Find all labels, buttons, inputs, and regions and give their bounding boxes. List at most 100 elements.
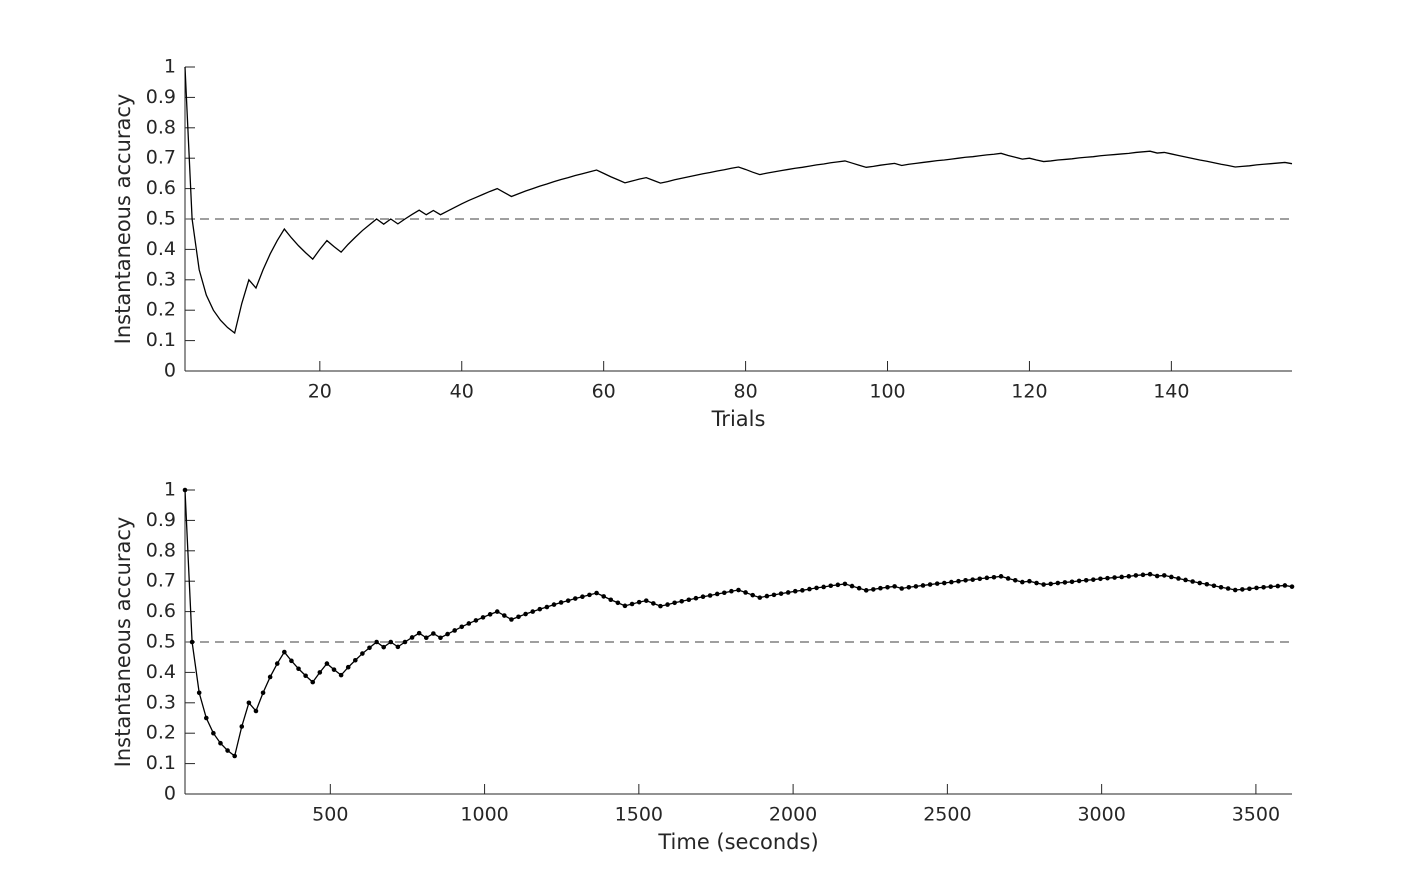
y-axis-label: Instantaneous accuracy (111, 517, 135, 768)
data-point (218, 740, 223, 746)
data-point (686, 597, 692, 603)
data-point (679, 598, 685, 604)
data-point (1012, 577, 1018, 583)
data-point (835, 582, 841, 588)
data-point (1211, 583, 1217, 589)
x-tick-label: 1500 (615, 804, 663, 826)
data-point (1062, 580, 1068, 585)
data-point (729, 588, 734, 594)
x-tick-label: 80 (734, 381, 758, 403)
data-point (267, 674, 273, 680)
data-point (282, 649, 287, 655)
data-point (906, 584, 912, 590)
data-point (970, 577, 975, 582)
data-point (736, 587, 741, 593)
data-point (1183, 577, 1188, 583)
data-point (899, 586, 905, 591)
y-tick-label: 0.5 (146, 208, 176, 230)
data-point (778, 591, 784, 596)
data-point (374, 639, 379, 645)
data-point (317, 670, 323, 675)
data-point (693, 595, 699, 601)
data-point (1083, 577, 1089, 583)
y-tick-label: 0.7 (146, 147, 176, 169)
data-point (927, 582, 933, 587)
data-point (416, 630, 422, 636)
data-point (239, 724, 245, 729)
x-tick-label: 120 (1011, 381, 1047, 403)
data-point (622, 603, 628, 609)
data-point (665, 602, 670, 607)
data-point (530, 609, 536, 614)
data-point (1261, 584, 1266, 590)
data-point (821, 584, 826, 590)
data-point (800, 588, 805, 593)
data-point (998, 574, 1004, 579)
data-point (289, 658, 294, 664)
data-point (331, 667, 337, 672)
data-point (913, 584, 919, 589)
data-point (1041, 582, 1046, 587)
data-point (1005, 576, 1011, 581)
data-point (466, 621, 472, 626)
data-point (516, 614, 521, 620)
y-tick-label: 0.8 (146, 539, 176, 561)
y-tick-label: 0.9 (146, 509, 176, 531)
data-point (253, 708, 259, 714)
data-point (629, 601, 635, 607)
data-point (572, 596, 578, 601)
data-point (211, 730, 216, 736)
data-point (920, 583, 926, 588)
data-point (338, 672, 344, 678)
data-point (246, 700, 252, 706)
data-point (324, 661, 330, 666)
data-point (1204, 581, 1210, 587)
data-point (792, 588, 798, 594)
data-point (196, 690, 202, 696)
data-point (409, 635, 415, 640)
data-point (523, 611, 528, 617)
data-point (707, 593, 713, 598)
data-point (956, 578, 961, 584)
y-tick-label: 0 (164, 783, 176, 805)
data-point (643, 598, 649, 603)
data-point (189, 639, 195, 645)
data-point (1091, 577, 1096, 582)
data-point (473, 618, 479, 623)
data-point (885, 584, 890, 590)
x-tick-label: 1000 (460, 804, 508, 826)
data-point (203, 715, 209, 721)
y-tick-label: 0.8 (146, 116, 176, 138)
y-tick-label: 1 (164, 479, 176, 501)
data-point (274, 661, 280, 666)
data-point (1076, 578, 1082, 584)
data-point (1225, 586, 1231, 591)
data-point (353, 657, 358, 663)
x-tick-label: 20 (308, 381, 332, 403)
data-point (764, 593, 770, 599)
data-point (310, 679, 316, 685)
x-tick-label: 100 (869, 381, 905, 403)
data-point (459, 624, 465, 630)
data-point (423, 635, 429, 641)
y-axis-label: Instantaneous accuracy (111, 94, 135, 345)
y-tick-label: 0.3 (146, 691, 176, 713)
data-point (1275, 583, 1281, 589)
y-tick-label: 0.6 (146, 600, 176, 622)
data-point (402, 639, 408, 645)
data-point (1161, 573, 1167, 578)
data-line (184, 489, 1293, 758)
data-point (892, 584, 897, 589)
data-point (991, 574, 997, 580)
data-point (941, 580, 947, 586)
data-point (1119, 574, 1124, 580)
data-point (963, 577, 968, 583)
data-point (1268, 584, 1274, 589)
data-point (1048, 581, 1054, 587)
x-tick-label: 3000 (1077, 804, 1125, 826)
data-point (1133, 573, 1139, 578)
data-point (984, 575, 990, 581)
x-tick-label: 2000 (769, 804, 817, 826)
data-point (544, 604, 550, 610)
x-tick-label: 40 (450, 381, 474, 403)
